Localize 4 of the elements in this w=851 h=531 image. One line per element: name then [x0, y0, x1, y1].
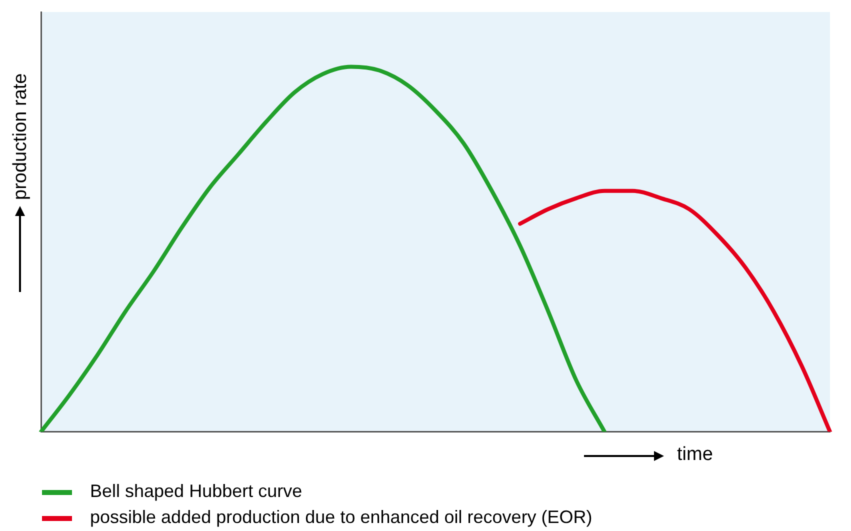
x-axis-title: time: [677, 444, 713, 466]
y-axis-title: production rate: [9, 73, 32, 200]
legend-label: Bell shaped Hubbert curve: [89, 480, 304, 503]
legend-label: possible added production due to enhanced oil recovery (EOR): [89, 506, 592, 529]
